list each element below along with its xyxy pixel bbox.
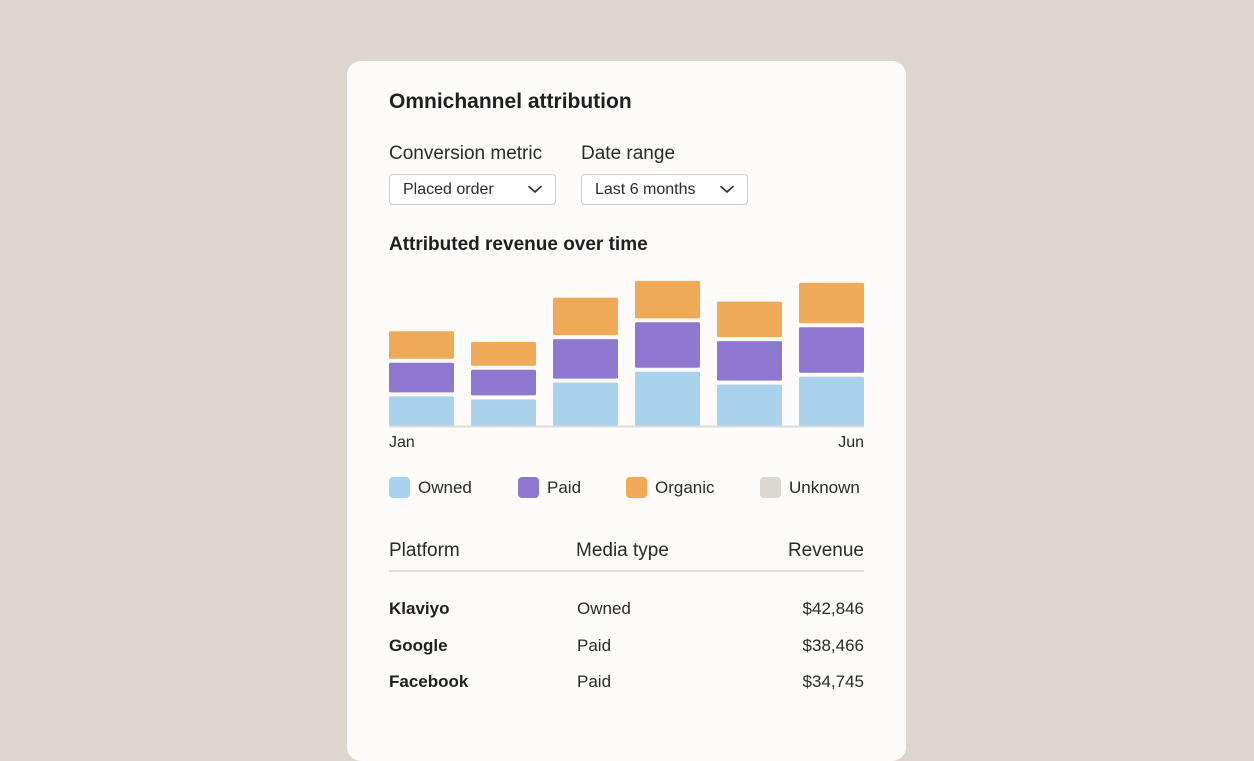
bar-organic-may	[717, 301, 782, 338]
legend-swatch	[389, 477, 410, 498]
column-header-revenue[interactable]: Revenue	[787, 540, 864, 561]
legend-label: Paid	[547, 477, 582, 497]
media-type-cell: Paid	[577, 672, 612, 691]
media-type-cell: Paid	[577, 636, 612, 655]
chart-legend: Owned Paid Organic Unknown	[389, 477, 864, 499]
platform-cell: Google	[389, 636, 448, 655]
platform-cell: Facebook	[389, 672, 469, 691]
legend-label: Organic	[655, 477, 715, 497]
date-range-label: Date range	[581, 143, 676, 164]
conversion-metric-label: Conversion metric	[389, 143, 543, 164]
legend-item-unknown: Unknown	[760, 477, 860, 498]
bar-owned-feb	[471, 399, 536, 426]
bar-owned-jan	[389, 396, 454, 426]
legend-swatch	[626, 477, 647, 498]
x-tick-label-last: Jun	[838, 434, 864, 451]
attribution-card: Omnichannel attribution Conversion metri…	[347, 61, 906, 761]
bar-organic-jan	[389, 331, 454, 359]
bar-owned-jun	[799, 376, 864, 426]
conversion-metric-value: Placed order	[403, 180, 494, 198]
date-range-select[interactable]: Last 6 months	[581, 174, 748, 205]
bar-paid-feb	[471, 369, 536, 396]
legend-label: Unknown	[789, 477, 860, 497]
chevron-down-icon	[527, 182, 543, 198]
table-row[interactable]: Google Paid $38,466	[389, 636, 864, 660]
bar-organic-feb	[471, 342, 536, 366]
legend-item-paid: Paid	[518, 477, 581, 498]
media-type-cell: Owned	[577, 599, 631, 618]
legend-item-owned: Owned	[389, 477, 472, 498]
chevron-down-icon	[719, 182, 735, 198]
bar-owned-may	[717, 384, 782, 426]
bar-organic-jun	[799, 282, 864, 324]
bar-paid-mar	[553, 339, 618, 379]
legend-item-organic: Organic	[626, 477, 715, 498]
date-range-value: Last 6 months	[595, 180, 696, 198]
platform-cell: Klaviyo	[389, 599, 450, 618]
column-header-media-type[interactable]: Media type	[576, 540, 669, 561]
column-header-platform[interactable]: Platform	[389, 540, 460, 561]
bar-paid-jan	[389, 362, 454, 393]
bar-paid-jun	[799, 327, 864, 373]
legend-label: Owned	[418, 477, 472, 497]
bar-owned-mar	[553, 382, 618, 426]
table-row[interactable]: Facebook Paid $34,745	[389, 672, 864, 696]
bar-owned-apr	[635, 371, 700, 426]
conversion-metric-select[interactable]: Placed order	[389, 174, 556, 205]
legend-swatch	[760, 477, 781, 498]
table-row[interactable]: Klaviyo Owned $42,846	[389, 599, 864, 623]
legend-swatch	[518, 477, 539, 498]
revenue-cell: $38,466	[802, 636, 864, 655]
x-tick-label-first: Jan	[389, 434, 415, 451]
bar-paid-apr	[635, 322, 700, 368]
revenue-cell: $34,745	[802, 672, 864, 691]
bar-organic-mar	[553, 297, 618, 336]
revenue-cell: $42,846	[802, 599, 864, 618]
stacked-bar-chart	[389, 280, 864, 428]
bar-organic-apr	[635, 280, 700, 319]
bar-paid-may	[717, 341, 782, 381]
chart-title: Attributed revenue over time	[389, 234, 648, 255]
card-title: Omnichannel attribution	[389, 90, 632, 113]
table-divider	[389, 570, 864, 572]
